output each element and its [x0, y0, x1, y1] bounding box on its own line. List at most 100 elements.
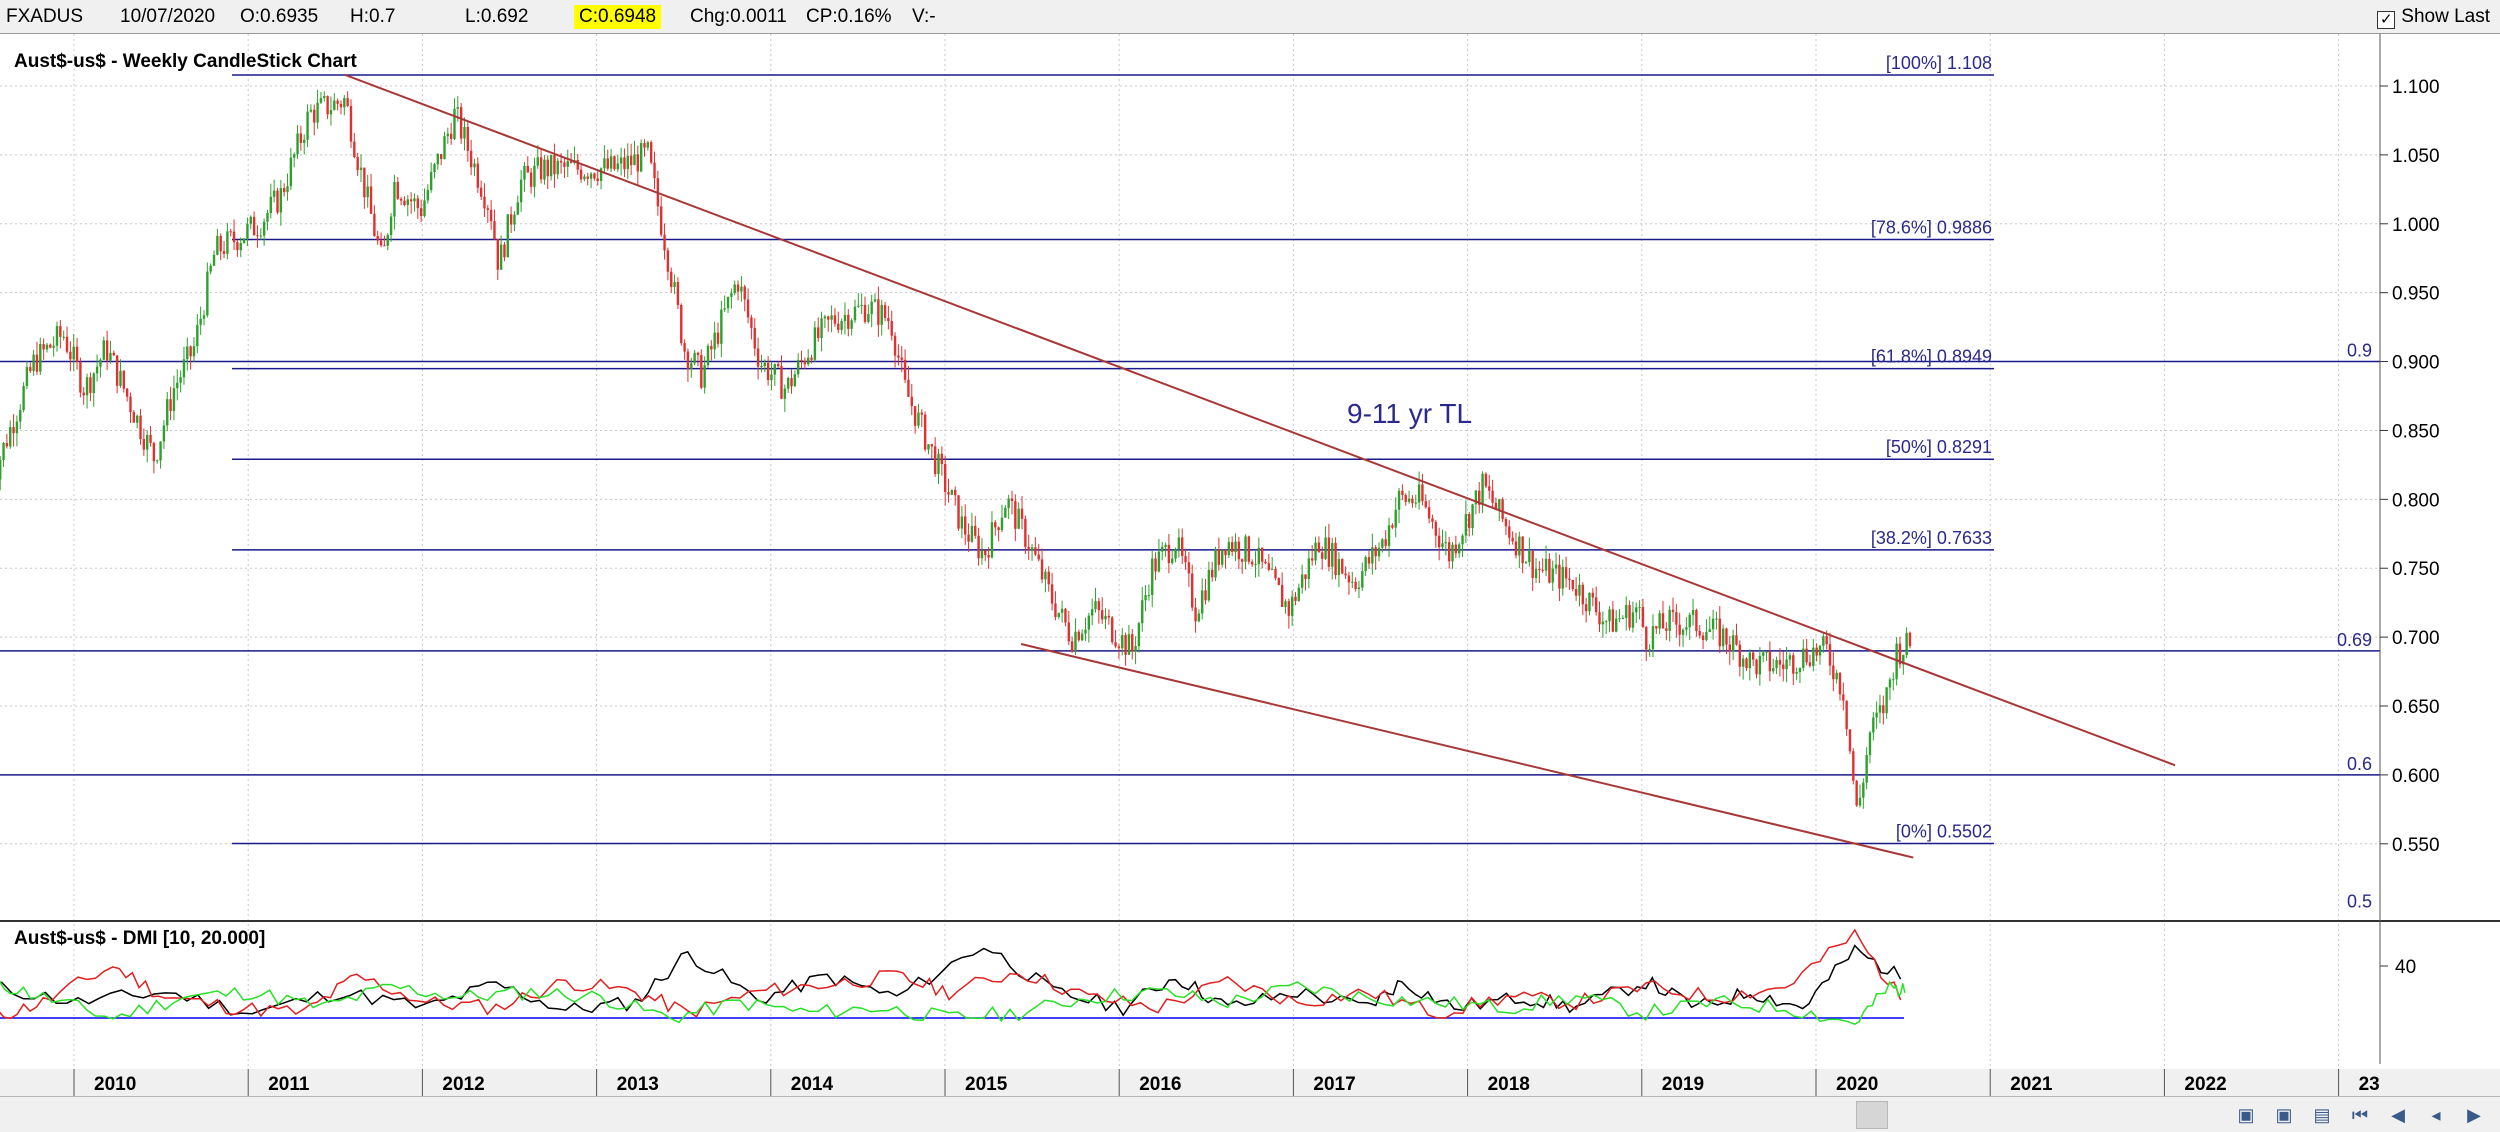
candle-body	[1675, 612, 1678, 625]
candle-body	[1635, 607, 1638, 613]
candle-body	[1528, 551, 1531, 563]
horizontal-scrollbar[interactable]: ▣ ▣ ▤ ⏮ ◀ ◂ ▶	[0, 1096, 2500, 1132]
candle-body	[306, 111, 309, 140]
candle-body	[25, 367, 29, 387]
candle-body	[112, 352, 115, 356]
candle-body	[416, 198, 420, 209]
checkbox-icon[interactable]: ✓	[2377, 11, 2396, 29]
candle-body	[353, 141, 356, 158]
show-last-toggle[interactable]: ✓ Show Last	[2377, 5, 2490, 29]
candle-body	[967, 534, 970, 542]
candle-body	[1334, 543, 1337, 576]
candle-body	[409, 199, 413, 202]
candle-body	[376, 235, 379, 241]
candle-body	[102, 340, 105, 360]
candle-body	[633, 154, 636, 166]
candle-body	[1381, 539, 1384, 548]
candle-body	[1818, 645, 1822, 656]
candle-body	[796, 359, 800, 375]
candle-body	[997, 527, 1000, 531]
candle-body	[1421, 484, 1424, 502]
candle-body	[1377, 547, 1381, 557]
candle-body	[1645, 626, 1648, 650]
candle-body	[419, 208, 423, 217]
candle-body	[229, 231, 232, 233]
candle-body	[753, 327, 756, 349]
candle-body	[386, 234, 389, 246]
candle-body	[536, 157, 539, 166]
candle-body	[349, 106, 353, 142]
candle-body	[95, 366, 99, 374]
candle-body	[469, 150, 473, 168]
candle-body	[910, 396, 913, 407]
show-last-label: Show Last	[2401, 6, 2490, 27]
candle-body	[1310, 558, 1314, 561]
candle-body	[1768, 651, 1772, 672]
candle-body	[1354, 581, 1357, 589]
candle-body	[493, 221, 496, 240]
candle-body	[1772, 668, 1775, 672]
candle-body	[105, 340, 109, 361]
candle-body	[1211, 569, 1214, 578]
candle-body	[109, 352, 112, 361]
candle-body	[125, 388, 129, 397]
zoom-out-icon[interactable]: ▣	[2275, 1105, 2293, 1125]
scroll-thumb[interactable]	[1856, 1101, 1888, 1129]
candle-body	[1588, 592, 1591, 612]
candle-body	[913, 406, 917, 426]
candle-body	[509, 214, 513, 225]
candle-body	[1514, 541, 1518, 556]
candle-body	[539, 157, 543, 180]
candle-body	[1825, 636, 1828, 645]
candle-body	[1030, 547, 1034, 551]
candle-body	[1437, 535, 1441, 548]
candle-body	[1067, 622, 1070, 642]
candle-body	[1611, 609, 1615, 632]
candle-body	[1300, 574, 1304, 588]
first-icon[interactable]: ⏮	[2351, 1105, 2369, 1125]
prev-page-icon[interactable]: ◀	[2391, 1105, 2405, 1125]
next-icon[interactable]: ▶	[2467, 1105, 2481, 1125]
candle-body	[1798, 667, 1802, 672]
candle-body	[1681, 629, 1685, 635]
candle-body	[75, 346, 79, 363]
candle-body	[309, 109, 313, 112]
candle-body	[1521, 536, 1524, 564]
dmi-y-tick-label: 40	[2395, 957, 2416, 978]
candle-body	[1658, 613, 1661, 629]
candle-body	[1578, 584, 1581, 596]
candle-body	[586, 176, 589, 179]
candle-body	[69, 351, 72, 360]
candle-body	[446, 133, 450, 137]
candle-body	[1591, 592, 1595, 598]
candle-body	[1892, 679, 1895, 681]
candle-body	[1815, 647, 1818, 656]
date: 10/07/2020	[120, 6, 216, 27]
zoom-in-icon[interactable]: ▣	[2237, 1105, 2255, 1125]
candle-body	[2, 443, 5, 460]
candle-body	[413, 198, 416, 202]
candle-body	[1404, 495, 1407, 502]
candle-body	[92, 373, 95, 394]
candle-body	[1270, 568, 1274, 570]
candle-body	[563, 162, 566, 167]
candle-body	[1905, 632, 1908, 655]
candle-body	[496, 239, 499, 270]
x-tick-label: 2011	[268, 1074, 310, 1095]
candle-body	[1785, 659, 1788, 670]
prev-icon[interactable]: ◂	[2431, 1105, 2441, 1125]
low-value: L:0.692	[465, 6, 529, 27]
y-tick-label: 0.600	[2392, 766, 2440, 787]
fit-icon[interactable]: ▤	[2313, 1105, 2331, 1125]
candle-body	[1447, 542, 1451, 562]
chart-area[interactable]: [100%] 1.108 [78.6%] 0.9886 [61.8%] 0.8949…	[0, 34, 2500, 1096]
candle-body	[1762, 652, 1765, 656]
candle-body	[1745, 658, 1748, 669]
candle-body	[900, 357, 903, 360]
candle-body	[226, 231, 229, 254]
candle-body	[1201, 590, 1204, 614]
candle-body	[1224, 549, 1227, 556]
candle-body	[1294, 596, 1297, 601]
candle-body	[740, 286, 743, 292]
candle-body	[1778, 660, 1782, 665]
